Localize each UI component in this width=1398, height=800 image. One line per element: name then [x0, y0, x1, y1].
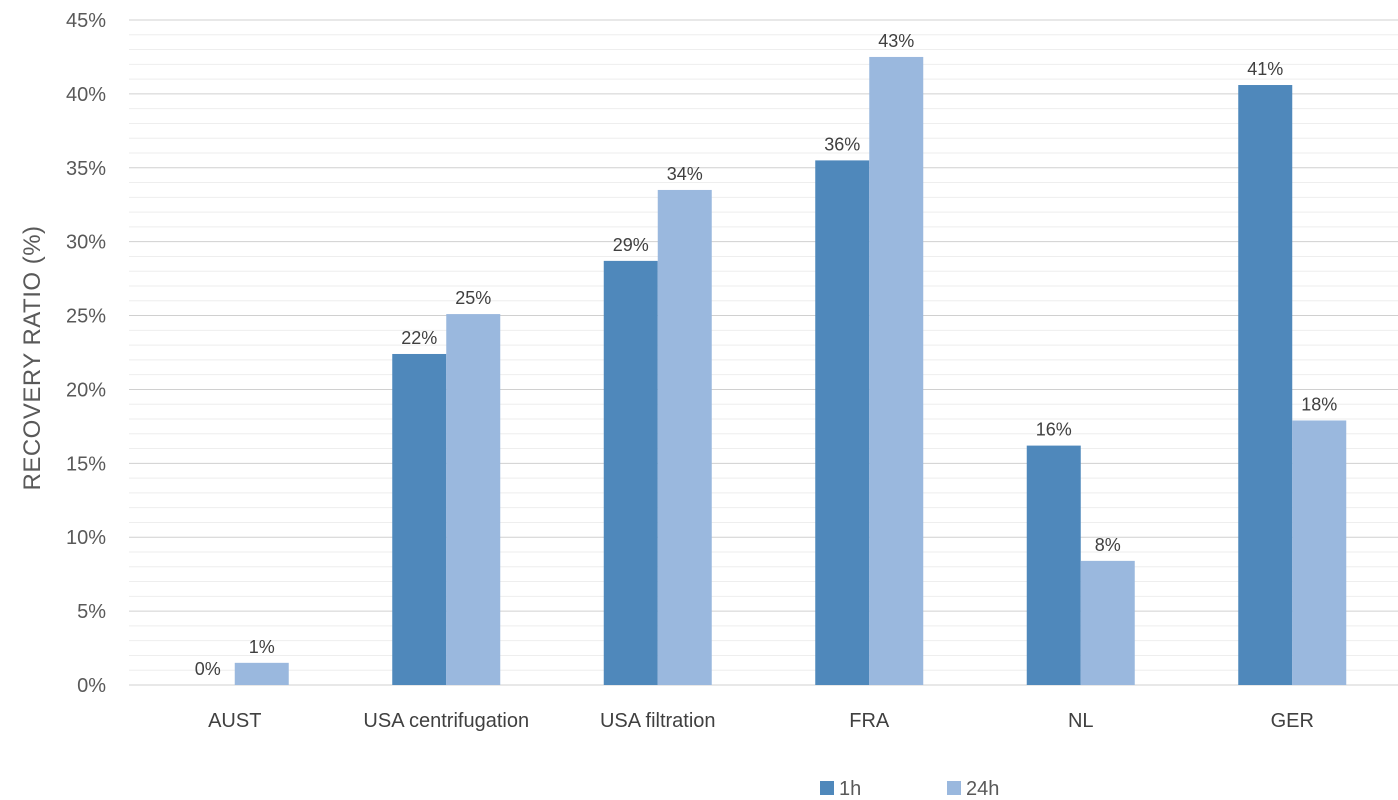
- legend-label-24h: 24h: [966, 778, 999, 800]
- y-tick-label: 30%: [66, 232, 106, 254]
- data-label: 25%: [455, 288, 491, 308]
- data-labels: 0% 1% 22% 25% 29% 34% 36% 43% 16% 8% 41% 18%: [195, 31, 1338, 679]
- bar-24h-ger: [1292, 420, 1347, 685]
- data-label: 34%: [667, 164, 703, 184]
- bar-1h-fra: [815, 160, 870, 685]
- data-label: 0%: [195, 659, 221, 679]
- category-label: USA centrifugation: [363, 710, 529, 732]
- data-label: 8%: [1095, 535, 1121, 555]
- data-label: 22%: [401, 328, 437, 348]
- legend-swatch-24h: [947, 781, 961, 795]
- legend-swatch-1h: [820, 781, 834, 795]
- y-tick-label: 15%: [66, 453, 106, 475]
- bar-24h-nl: [1080, 560, 1135, 685]
- data-label: 43%: [878, 31, 914, 51]
- category-label: AUST: [208, 710, 261, 732]
- y-tick-label: 0%: [77, 675, 106, 697]
- legend-label-1h: 1h: [839, 778, 861, 800]
- bar-24h-usa-filtration: [657, 189, 712, 685]
- y-tick-label: 10%: [66, 527, 106, 549]
- bar-1h-ger: [1238, 85, 1293, 686]
- category-label: GER: [1271, 710, 1314, 732]
- y-tick-label: 35%: [66, 158, 106, 180]
- y-axis-tick-labels: 0% 5% 10% 15% 20% 25% 30% 35% 40% 45%: [66, 10, 106, 697]
- bar-1h-nl: [1026, 445, 1081, 685]
- bars: [234, 56, 1347, 686]
- bar-24h-usa-centrifugation: [446, 314, 501, 685]
- bar-1h-usa-filtration: [603, 260, 658, 685]
- y-tick-label: 20%: [66, 379, 106, 401]
- gridlines: [129, 19, 1398, 686]
- y-axis-label: RECOVERY RATIO (%): [19, 225, 46, 490]
- category-label: FRA: [849, 710, 890, 732]
- y-tick-label: 40%: [66, 84, 106, 106]
- data-label: 16%: [1036, 420, 1072, 440]
- category-label: NL: [1068, 710, 1094, 732]
- data-label: 41%: [1247, 59, 1283, 79]
- x-axis-category-labels: AUST USA centrifugation USA filtration FRA N…: [208, 710, 1314, 732]
- category-label: USA filtration: [600, 710, 716, 732]
- y-tick-label: 5%: [77, 601, 106, 623]
- data-label: 36%: [824, 134, 860, 154]
- data-label: 29%: [613, 235, 649, 255]
- y-tick-label: 45%: [66, 10, 106, 32]
- bar-24h-aust: [234, 662, 289, 685]
- legend: 1h 24h: [820, 778, 999, 800]
- data-label: 18%: [1301, 394, 1337, 414]
- bar-1h-usa-centrifugation: [392, 353, 447, 685]
- data-label: 1%: [249, 637, 275, 657]
- y-tick-label: 25%: [66, 306, 106, 328]
- bar-24h-fra: [869, 56, 924, 685]
